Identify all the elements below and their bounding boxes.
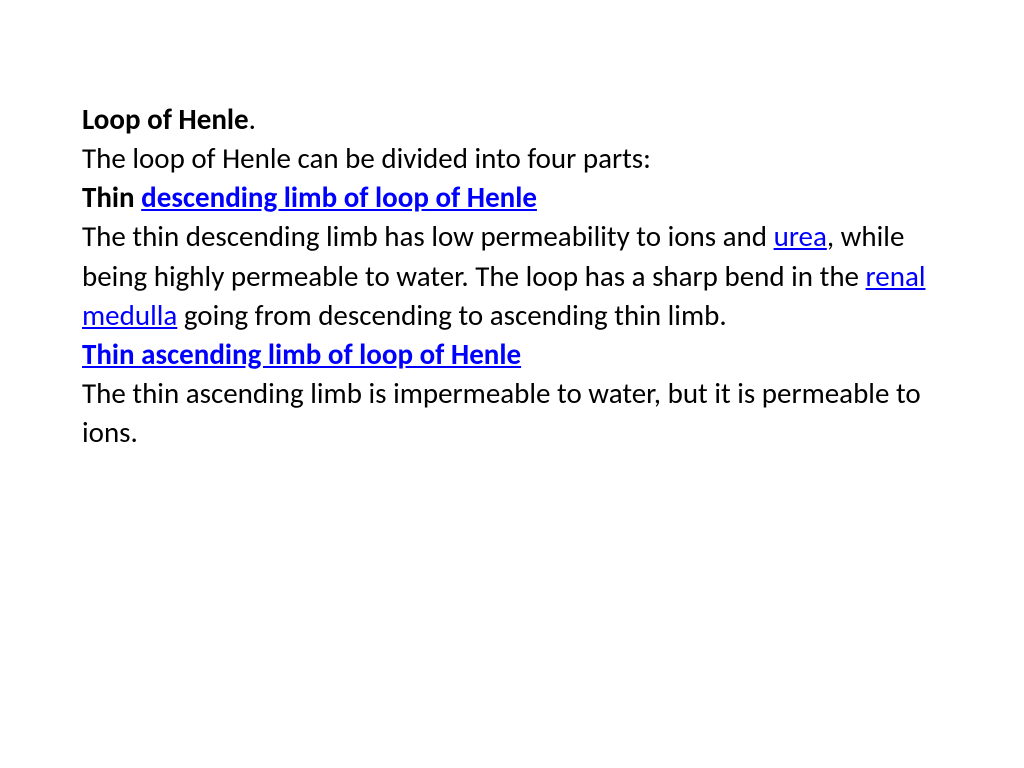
link-descending-limb[interactable]: descending limb of loop of Henle xyxy=(141,179,537,215)
title-suffix: . xyxy=(249,101,256,137)
para1-part-a: The thin descending limb has low permeab… xyxy=(82,218,774,254)
section1-prefix: Thin xyxy=(82,179,141,215)
intro-text: The loop of Henle can be divided into fo… xyxy=(82,140,651,176)
link-thin-ascending-limb[interactable]: Thin ascending limb of loop of Henle xyxy=(82,336,521,372)
para2-text: The thin ascending limb is impermeable t… xyxy=(82,375,921,450)
paragraph-block: Loop of Henle. The loop of Henle can be … xyxy=(82,100,944,452)
title-text: Loop of Henle xyxy=(82,101,249,137)
link-urea[interactable]: urea xyxy=(774,218,827,254)
slide-body: Loop of Henle. The loop of Henle can be … xyxy=(0,0,1024,768)
para1-part-c: going from descending to ascending thin … xyxy=(177,297,726,333)
